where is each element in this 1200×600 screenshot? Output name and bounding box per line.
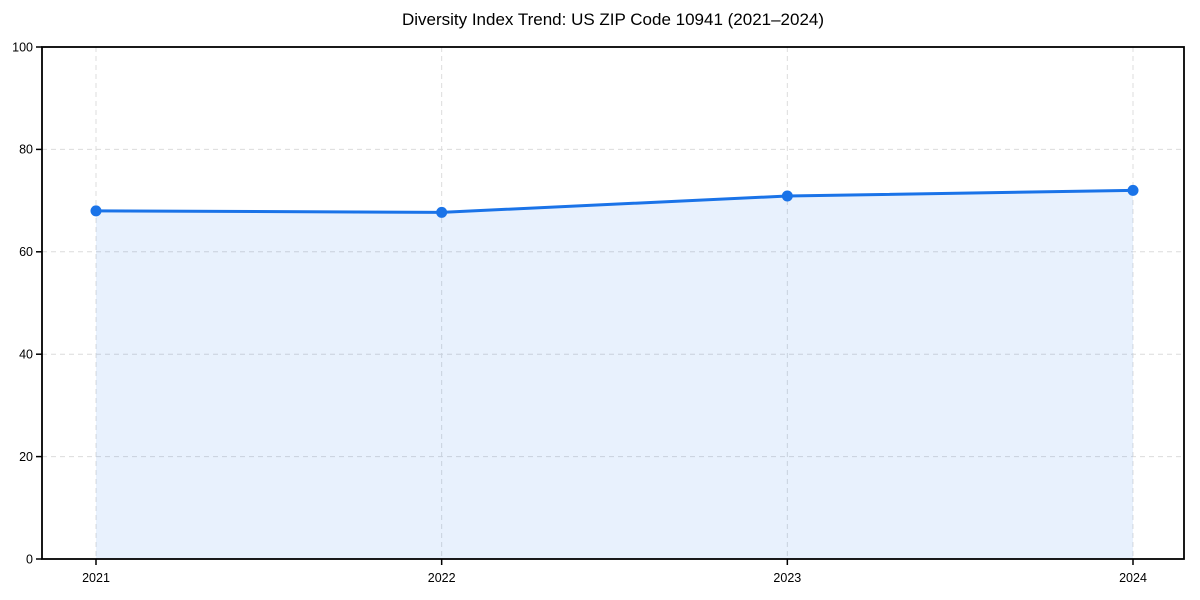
- chart-title: Diversity Index Trend: US ZIP Code 10941…: [401, 10, 825, 29]
- x-tick-label: 2022: [428, 571, 456, 585]
- area-fill: [96, 190, 1133, 560]
- data-point: [781, 190, 793, 202]
- x-tick-label: 2023: [773, 571, 801, 585]
- y-tick-label: 40: [19, 348, 33, 362]
- y-tick-label: 100: [12, 40, 33, 54]
- y-tick-label: 60: [19, 245, 33, 259]
- x-tick-label: 2021: [82, 571, 110, 585]
- data-point: [90, 205, 102, 217]
- y-tick-label: 20: [19, 450, 33, 464]
- x-tick-label: 2024: [1119, 571, 1147, 585]
- y-tick-label: 80: [19, 143, 33, 157]
- data-point: [1127, 184, 1139, 196]
- data-point: [436, 206, 448, 218]
- y-tick-label: 0: [26, 552, 33, 566]
- plot-border: [41, 46, 1185, 560]
- trend-line: [94, 188, 1135, 214]
